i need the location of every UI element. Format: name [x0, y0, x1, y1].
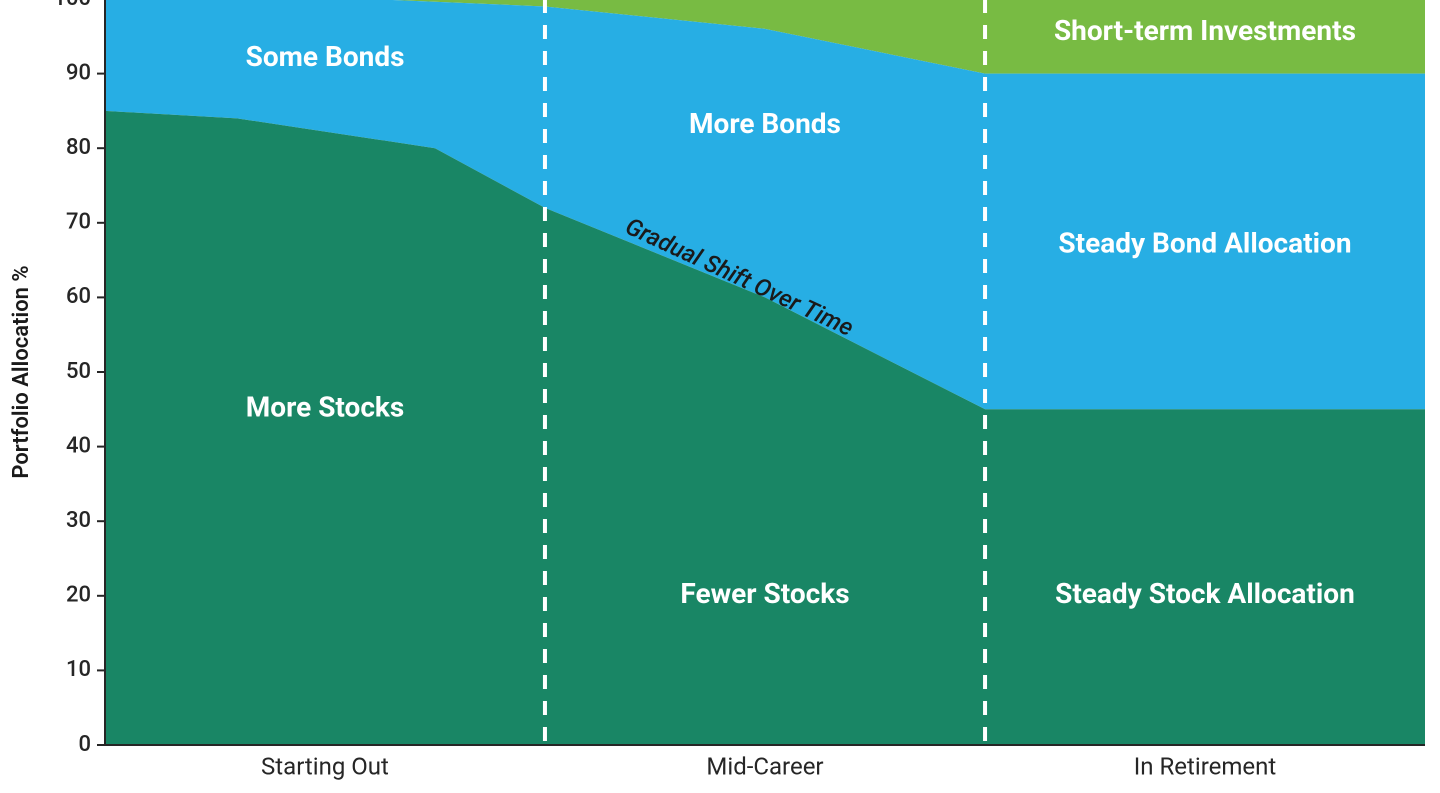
- y-tick-label: 90: [66, 60, 91, 85]
- label-short_term: Short-term Investments: [1054, 14, 1356, 47]
- x-category-label: Mid-Career: [706, 753, 823, 781]
- x-category-label: Starting Out: [261, 753, 389, 781]
- chart-container: 0 10 20 30 40 50 60 70 80 90 100 Portfolio Allocati…: [0, 0, 1440, 793]
- label-more_stocks: More Stocks: [246, 391, 404, 424]
- y-tick-label: 60: [66, 284, 91, 309]
- y-tick-label: 70: [66, 210, 91, 235]
- y-tick-label: 10: [66, 657, 91, 682]
- label-steady_stock: Steady Stock Allocation: [1055, 577, 1355, 610]
- x-category-label: In Retirement: [1134, 753, 1277, 781]
- y-tick-label: 100: [53, 0, 91, 11]
- y-tick-label: 40: [66, 433, 91, 458]
- label-some_bonds: Some Bonds: [246, 40, 405, 73]
- label-more_bonds: More Bonds: [689, 107, 841, 140]
- y-tick-label: 80: [66, 135, 91, 160]
- y-axis-title: Portfolio Allocation %: [9, 265, 34, 478]
- allocation-chart: 0 10 20 30 40 50 60 70 80 90 100 Portfolio Allocati…: [0, 0, 1440, 793]
- label-fewer_stocks: Fewer Stocks: [680, 577, 849, 610]
- y-tick-label: 0: [78, 732, 91, 757]
- y-tick-label: 20: [66, 583, 91, 608]
- y-tick-label: 30: [66, 508, 91, 533]
- y-tick-label: 50: [66, 359, 91, 384]
- label-steady_bond: Steady Bond Allocation: [1058, 227, 1351, 260]
